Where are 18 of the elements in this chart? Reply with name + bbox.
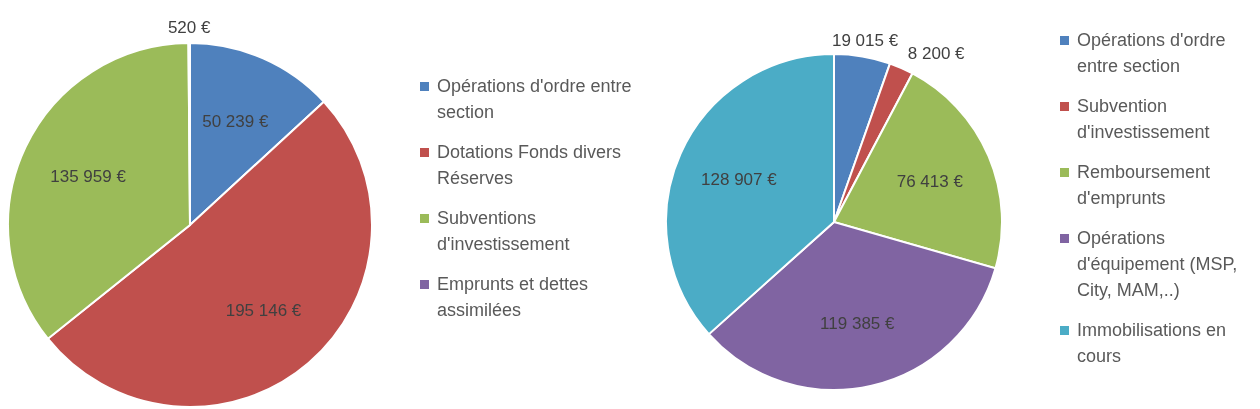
legend-label: Immobilisations en cours bbox=[1077, 318, 1228, 368]
legend-label: Dotations Fonds divers Réserves bbox=[437, 140, 623, 190]
data-label: 8 200 € bbox=[907, 43, 966, 63]
data-label: 195 146 € bbox=[225, 301, 302, 321]
data-label: 50 239 € bbox=[202, 112, 269, 132]
legend-label: Emprunts et dettes assimilées bbox=[437, 272, 590, 322]
data-label: 76 413 € bbox=[896, 171, 964, 191]
data-label: 128 907 € bbox=[701, 170, 778, 190]
legend-label: Opérations d'équipement (MSP, City, MAM,..) bbox=[1077, 226, 1239, 302]
legend-label: Subvention d'investissement bbox=[1077, 94, 1211, 144]
data-label: 135 959 € bbox=[50, 167, 127, 187]
legend-label: Remboursement d'emprunts bbox=[1077, 160, 1212, 210]
data-label: 19 015 € bbox=[831, 31, 899, 51]
legend-label: Opérations d'ordre entre section bbox=[437, 74, 633, 124]
data-label: 119 385 € bbox=[820, 314, 896, 334]
legend-label: Opérations d'ordre entre section bbox=[1077, 28, 1227, 78]
legend-label: Subventions d'investissement bbox=[437, 206, 571, 256]
data-label: 520 € bbox=[167, 17, 211, 37]
